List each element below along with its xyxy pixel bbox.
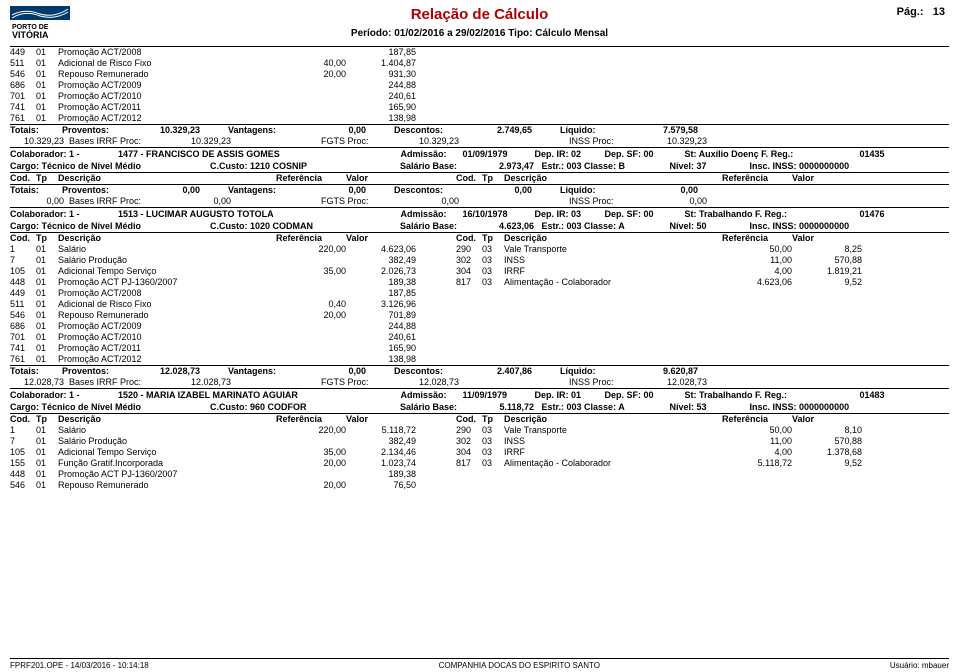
- line-item: 44801Promoção ACT PJ-1360/2007189,38: [10, 469, 949, 480]
- line-item: 701Salário Produção382,4930203INSS11,005…: [10, 255, 949, 266]
- line-item: 44901Promoção ACT/2008187,85: [10, 47, 949, 58]
- colab-cargo: Cargo: Técnico de Nível Médio C.Custo: 1…: [10, 220, 949, 232]
- totals-bases: 10.329,23 Bases IRRF Proc:10.329,23 FGTS…: [10, 136, 949, 147]
- page-number: Pág.: 13: [897, 6, 945, 18]
- colab-header: Colaborador: 1 - 1520 - MARIA IZABEL MAR…: [10, 389, 949, 401]
- colab-cargo: Cargo: Técnico de Nível Médio C.Custo: 1…: [10, 160, 949, 172]
- totals-row: Totais: Proventos:10.329,23 Vantagens:0,…: [10, 125, 949, 136]
- line-item: 76101Promoção ACT/2012138,98: [10, 113, 949, 124]
- report-title: Relação de Cálculo: [10, 6, 949, 23]
- line-item: 15501Função Gratif.Incorporada20,001.023…: [10, 458, 949, 469]
- top-items: 44901Promoção ACT/2008187,8551101Adicion…: [10, 47, 949, 124]
- page: PORTO DE VITÓRIA Relação de Cálculo Perí…: [0, 0, 959, 672]
- line-item: 70101Promoção ACT/2010240,61: [10, 332, 949, 343]
- totals-row: Totais: Proventos:12.028,73 Vantagens:0,…: [10, 366, 949, 377]
- footer: FPRF201.OPE - 14/03/2016 - 10:14:18 COMP…: [10, 661, 949, 670]
- footer-right: Usuário: mbauer: [890, 661, 949, 670]
- line-item: 701Salário Produção382,4930203INSS11,005…: [10, 436, 949, 447]
- report-header: PORTO DE VITÓRIA Relação de Cálculo Perí…: [10, 6, 949, 46]
- footer-center: COMPANHIA DOCAS DO ESPIRITO SANTO: [439, 661, 600, 670]
- totals-bases: 12.028,73 Bases IRRF Proc:12.028,73 FGTS…: [10, 377, 949, 388]
- line-item: 44801Promoção ACT PJ-1360/2007189,388170…: [10, 277, 949, 288]
- line-item: 51101Adicional de Risco Fixo0,403.126,96: [10, 299, 949, 310]
- line-item: 101Salário220,005.118,7229003Vale Transp…: [10, 425, 949, 436]
- line-item: 44901Promoção ACT/2008187,85: [10, 288, 949, 299]
- line-item: 54601Repouso Remunerado20,00701,89: [10, 310, 949, 321]
- line-item: 54601Repouso Remunerado20,00931,30: [10, 69, 949, 80]
- line-item: 10501Adicional Tempo Serviço35,002.026,7…: [10, 266, 949, 277]
- colab2-items: 101Salário220,004.623,0629003Vale Transp…: [10, 244, 949, 365]
- line-item: 70101Promoção ACT/2010240,61: [10, 91, 949, 102]
- footer-left: FPRF201.OPE - 14/03/2016 - 10:14:18: [10, 661, 149, 670]
- totals-row: Totais: Proventos:0,00 Vantagens:0,00 De…: [10, 185, 949, 196]
- colab3-items: 101Salário220,005.118,7229003Vale Transp…: [10, 425, 949, 491]
- line-item: 76101Promoção ACT/2012138,98: [10, 354, 949, 365]
- line-item: 54601Repouso Remunerado20,0076,50: [10, 480, 949, 491]
- colab-cargo: Cargo: Técnico de Nível Médio C.Custo: 9…: [10, 401, 949, 413]
- totals-bases: 0,00 Bases IRRF Proc:0,00 FGTS Proc:0,00…: [10, 196, 949, 207]
- colab-header: Colaborador: 1 - 1513 - LUCIMAR AUGUSTO …: [10, 208, 949, 220]
- colab-header: Colaborador: 1 - 1477 - FRANCISCO DE ASS…: [10, 148, 949, 160]
- line-item: 74101Promoção ACT/2011165,90: [10, 102, 949, 113]
- report-period: Período: 01/02/2016 a 29/02/2016 Tipo: C…: [10, 28, 949, 39]
- line-item: 10501Adicional Tempo Serviço35,002.134,4…: [10, 447, 949, 458]
- line-item: 68601Promoção ACT/2009244,88: [10, 80, 949, 91]
- column-headers: Cod.Tp DescriçãoReferência Valor Cod.Tp …: [10, 414, 949, 425]
- line-item: 51101Adicional de Risco Fixo40,001.404,8…: [10, 58, 949, 69]
- line-item: 101Salário220,004.623,0629003Vale Transp…: [10, 244, 949, 255]
- column-headers: Cod.Tp DescriçãoReferência Valor Cod.Tp …: [10, 173, 949, 184]
- column-headers: Cod.Tp DescriçãoReferência Valor Cod.Tp …: [10, 233, 949, 244]
- line-item: 68601Promoção ACT/2009244,88: [10, 321, 949, 332]
- line-item: 74101Promoção ACT/2011165,90: [10, 343, 949, 354]
